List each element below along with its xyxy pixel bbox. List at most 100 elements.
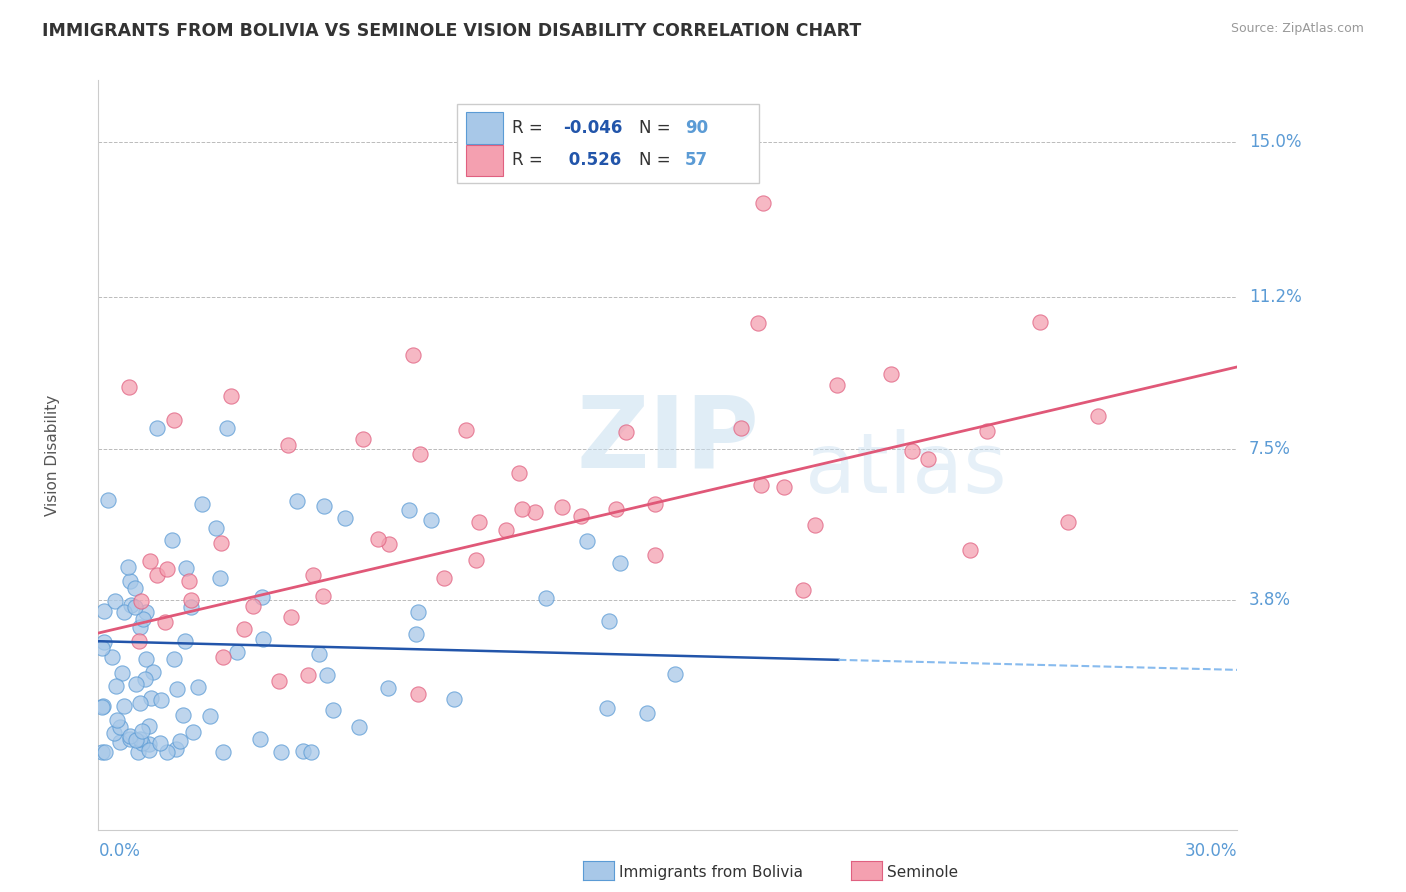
Point: [508, 466, 530, 480]
Point: [749, 478, 772, 492]
Point: [367, 532, 389, 546]
Point: [156, 745, 179, 759]
Text: 57: 57: [685, 152, 709, 169]
Point: [128, 633, 150, 648]
Point: [124, 600, 146, 615]
Point: [616, 425, 638, 440]
Point: [174, 561, 197, 575]
Point: [146, 567, 169, 582]
Point: [135, 652, 157, 666]
Text: 15.0%: 15.0%: [1249, 133, 1301, 151]
Text: -0.046: -0.046: [562, 120, 623, 137]
Point: [217, 421, 239, 435]
Point: [644, 497, 666, 511]
Point: [1087, 409, 1109, 424]
Point: [120, 598, 142, 612]
Point: [156, 562, 179, 576]
Point: [333, 511, 356, 525]
Point: [208, 571, 231, 585]
Point: [269, 674, 291, 689]
Point: [142, 665, 165, 679]
Point: [131, 723, 153, 738]
Point: [352, 432, 374, 446]
Text: Source: ZipAtlas.com: Source: ZipAtlas.com: [1230, 22, 1364, 36]
Point: [138, 719, 160, 733]
Point: [347, 720, 370, 734]
Point: [316, 668, 339, 682]
Point: [138, 737, 160, 751]
Point: [180, 600, 202, 615]
Point: [91, 641, 114, 656]
Point: [163, 652, 186, 666]
Text: 30.0%: 30.0%: [1185, 842, 1237, 860]
Point: [827, 378, 849, 392]
Point: [150, 693, 173, 707]
Text: N =: N =: [640, 120, 676, 137]
Point: [149, 736, 172, 750]
Point: [198, 709, 221, 723]
Text: ZIP: ZIP: [576, 392, 759, 489]
Point: [249, 732, 271, 747]
Point: [125, 732, 148, 747]
Point: [105, 679, 128, 693]
Point: [406, 605, 429, 619]
Point: [180, 593, 202, 607]
Point: [959, 542, 981, 557]
Point: [124, 581, 146, 595]
Text: R =: R =: [512, 152, 548, 169]
Text: Seminole: Seminole: [887, 865, 959, 880]
Point: [118, 729, 141, 743]
Point: [1029, 315, 1052, 329]
Point: [405, 626, 427, 640]
Text: N =: N =: [640, 152, 676, 169]
Point: [166, 681, 188, 696]
Text: 0.0%: 0.0%: [98, 842, 141, 860]
Point: [93, 635, 115, 649]
Point: [880, 368, 903, 382]
Point: [112, 605, 135, 619]
Point: [125, 677, 148, 691]
Point: [465, 553, 488, 567]
Point: [91, 699, 114, 714]
Point: [308, 647, 330, 661]
Point: [280, 610, 302, 624]
Point: [145, 421, 167, 435]
Point: [301, 568, 323, 582]
Text: Vision Disability: Vision Disability: [45, 394, 60, 516]
Point: [398, 503, 420, 517]
Point: [443, 691, 465, 706]
Point: [609, 557, 631, 571]
Text: atlas: atlas: [804, 429, 1007, 510]
Point: [454, 423, 477, 437]
Point: [752, 196, 775, 211]
Point: [312, 589, 335, 603]
Point: [139, 554, 162, 568]
Point: [433, 570, 456, 584]
Point: [637, 706, 659, 720]
Text: R =: R =: [512, 120, 548, 137]
Point: [252, 590, 274, 604]
Point: [221, 388, 243, 402]
Point: [209, 535, 232, 549]
Point: [1056, 515, 1078, 529]
Point: [127, 745, 149, 759]
Point: [101, 650, 124, 665]
Point: [917, 451, 939, 466]
Point: [747, 316, 769, 330]
Point: [297, 667, 319, 681]
Point: [575, 534, 598, 549]
Point: [299, 745, 322, 759]
Point: [285, 494, 308, 508]
Point: [804, 517, 827, 532]
Point: [322, 702, 344, 716]
Point: [91, 698, 114, 713]
Text: IMMIGRANTS FROM BOLIVIA VS SEMINOLE VISION DISABILITY CORRELATION CHART: IMMIGRANTS FROM BOLIVIA VS SEMINOLE VISI…: [42, 22, 862, 40]
Point: [165, 742, 187, 756]
Point: [730, 421, 752, 435]
Point: [242, 599, 264, 614]
FancyBboxPatch shape: [467, 145, 503, 177]
Point: [468, 515, 491, 529]
Text: 11.2%: 11.2%: [1249, 288, 1302, 306]
Text: 3.8%: 3.8%: [1249, 591, 1291, 609]
Point: [97, 492, 120, 507]
